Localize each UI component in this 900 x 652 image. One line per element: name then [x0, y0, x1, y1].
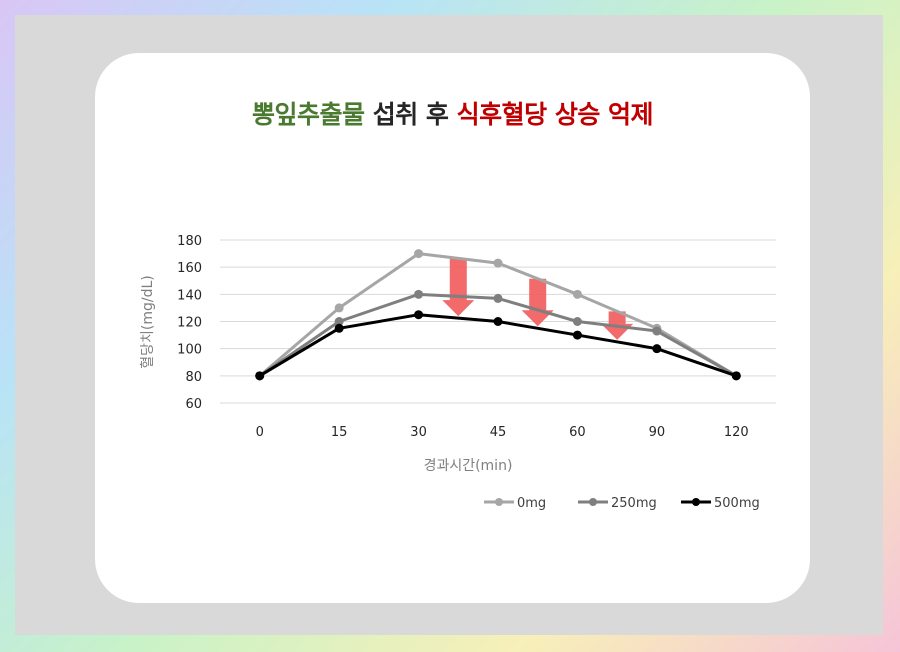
- point-250mg-90: [652, 326, 662, 336]
- series-line-250mg: [258, 292, 738, 378]
- x-tick-90: 90: [649, 425, 666, 440]
- point-500mg-15: [334, 323, 344, 333]
- reduction-arrows: [442, 258, 634, 340]
- chart-card: 뽕잎추출물 섭취 후 식후혈당 상승 억제: [95, 53, 810, 603]
- legend-label-0mg: 0mg: [517, 496, 546, 511]
- legend-label-500mg: 500mg: [714, 496, 760, 511]
- point-0mg-30: [414, 249, 424, 259]
- legend-marker-500mg: [692, 498, 700, 506]
- point-250mg-30: [414, 289, 424, 299]
- x-tick-120: 120: [724, 425, 749, 440]
- chart-title: 뽕잎추출물 섭취 후 식후혈당 상승 억제: [95, 95, 810, 131]
- x-tick-15: 15: [331, 425, 348, 440]
- x-tick-labels: 0 15 30 45 60 90 120: [256, 425, 749, 440]
- y-axis-label: 혈당치(mg/dL): [140, 275, 156, 369]
- y-tick-100: 100: [177, 343, 202, 358]
- point-250mg-15: [334, 317, 344, 326]
- y-tick-60: 60: [185, 397, 202, 412]
- y-tick-labels: 60 80 100 120 140 160 180: [177, 234, 202, 412]
- y-tick-160: 160: [177, 261, 202, 276]
- x-tick-0: 0: [256, 425, 264, 440]
- legend-marker-0mg: [495, 498, 503, 506]
- x-axis-label: 경과시간(min): [424, 458, 513, 474]
- down-arrow-1: [442, 258, 475, 317]
- series-line-0mg: [258, 252, 738, 378]
- point-500mg-60: [572, 330, 582, 340]
- point-250mg-60: [572, 317, 582, 326]
- x-tick-30: 30: [410, 425, 427, 440]
- grid-lines: [220, 239, 776, 404]
- point-250mg-45: [493, 293, 503, 303]
- legend-label-250mg: 250mg: [611, 496, 657, 511]
- title-part-intake: 섭취 후: [364, 100, 457, 129]
- x-tick-60: 60: [569, 425, 586, 440]
- point-500mg-30: [414, 310, 424, 320]
- point-0mg-60: [572, 289, 582, 299]
- down-arrow-2: [521, 278, 554, 327]
- point-500mg-120: [731, 371, 741, 381]
- point-0mg-45: [493, 258, 503, 268]
- y-tick-120: 120: [177, 316, 202, 331]
- point-500mg-0: [255, 371, 265, 381]
- y-tick-180: 180: [177, 234, 202, 249]
- point-500mg-90: [652, 344, 662, 354]
- y-tick-140: 140: [177, 288, 202, 303]
- legend: 0mg 250mg 500mg: [484, 496, 760, 511]
- title-part-extract: 뽕잎추출물: [251, 100, 365, 129]
- title-part-effect: 식후혈당 상승 억제: [456, 100, 654, 129]
- y-tick-80: 80: [185, 370, 202, 385]
- x-tick-45: 45: [490, 425, 507, 440]
- point-0mg-15: [334, 303, 344, 313]
- point-500mg-45: [493, 317, 503, 326]
- series-lines: [255, 249, 741, 381]
- legend-marker-250mg: [589, 498, 597, 506]
